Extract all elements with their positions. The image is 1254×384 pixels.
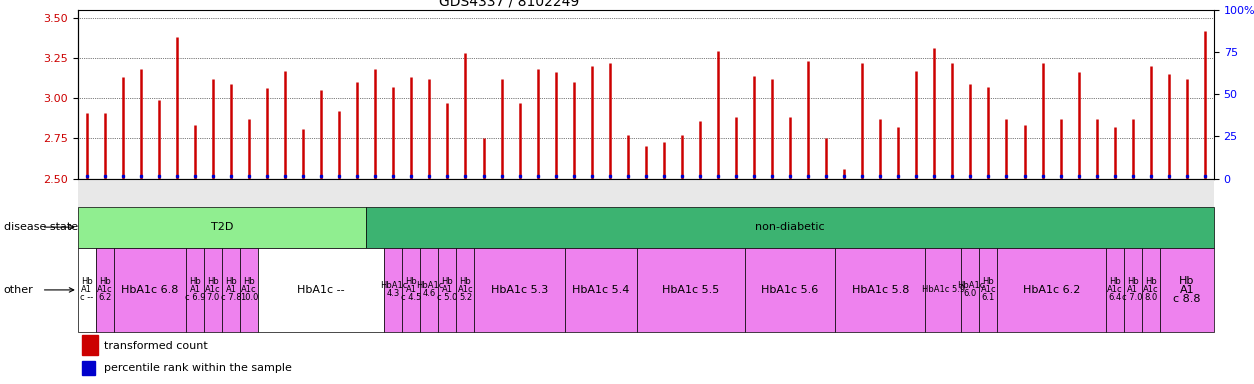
Bar <box>403 248 420 332</box>
Bar <box>456 248 474 332</box>
Text: Hb
A1c
5.2: Hb A1c 5.2 <box>458 278 473 302</box>
Text: HbA1c 5.5: HbA1c 5.5 <box>662 285 720 295</box>
Text: Hb
A1c
6.2: Hb A1c 6.2 <box>97 278 113 302</box>
Bar <box>997 248 1106 332</box>
Text: HbA1c 5.9: HbA1c 5.9 <box>922 285 964 295</box>
Bar <box>82 361 95 375</box>
Text: HbA1c 5.6: HbA1c 5.6 <box>761 285 819 295</box>
Bar <box>474 248 564 332</box>
Bar <box>114 248 186 332</box>
Bar <box>78 207 366 248</box>
Bar <box>420 248 439 332</box>
Text: HbA1c 6.2: HbA1c 6.2 <box>1023 285 1080 295</box>
Text: Hb
A1
c --: Hb A1 c -- <box>80 278 93 302</box>
Text: Hb
A1
c 8.8: Hb A1 c 8.8 <box>1172 276 1200 304</box>
Text: HbA1c
4.3: HbA1c 4.3 <box>380 281 408 298</box>
Text: HbA1c
6.0: HbA1c 6.0 <box>957 281 984 298</box>
Text: HbA1c
4.6: HbA1c 4.6 <box>416 281 443 298</box>
Bar <box>186 248 204 332</box>
Text: Hb
A1
c 5.0: Hb A1 c 5.0 <box>438 278 458 302</box>
Text: transformed count: transformed count <box>104 341 208 351</box>
Text: Hb
A1c
7.0: Hb A1c 7.0 <box>206 278 221 302</box>
Bar <box>78 179 1214 214</box>
Text: Hb
A1
c 4.5: Hb A1 c 4.5 <box>401 278 421 302</box>
Text: Hb
A1c
6.4: Hb A1c 6.4 <box>1107 278 1122 302</box>
Bar <box>1141 248 1160 332</box>
Bar <box>222 248 240 332</box>
Text: T2D: T2D <box>211 222 233 232</box>
Text: disease state: disease state <box>4 222 78 232</box>
Text: Hb
A1
c 7.8: Hb A1 c 7.8 <box>221 278 241 302</box>
Bar <box>384 248 403 332</box>
Bar <box>1106 248 1124 332</box>
Bar <box>1124 248 1141 332</box>
Bar <box>925 248 962 332</box>
Title: GDS4337 / 8102249: GDS4337 / 8102249 <box>439 0 579 8</box>
Text: Hb
A1c
6.1: Hb A1c 6.1 <box>981 278 996 302</box>
Text: HbA1c 5.8: HbA1c 5.8 <box>851 285 909 295</box>
Bar <box>78 248 95 332</box>
Bar <box>258 248 384 332</box>
Bar <box>204 248 222 332</box>
Bar <box>979 248 997 332</box>
Text: Hb
A1
c 6.9: Hb A1 c 6.9 <box>184 278 206 302</box>
Bar <box>835 248 925 332</box>
Bar <box>240 248 258 332</box>
Bar <box>1160 248 1214 332</box>
Bar <box>637 248 745 332</box>
Bar <box>366 207 1214 248</box>
Text: non-diabetic: non-diabetic <box>755 222 825 232</box>
Bar <box>82 335 98 355</box>
Text: Hb
A1c
8.0: Hb A1c 8.0 <box>1142 278 1159 302</box>
Bar <box>95 248 114 332</box>
Text: other: other <box>4 285 34 295</box>
Bar <box>962 248 979 332</box>
Text: Hb
A1c
10.0: Hb A1c 10.0 <box>240 278 258 302</box>
Text: HbA1c 5.3: HbA1c 5.3 <box>492 285 548 295</box>
Text: Hb
A1
c 7.0: Hb A1 c 7.0 <box>1122 278 1142 302</box>
Text: HbA1c 5.4: HbA1c 5.4 <box>572 285 630 295</box>
Text: HbA1c --: HbA1c -- <box>297 285 345 295</box>
Text: HbA1c 6.8: HbA1c 6.8 <box>122 285 178 295</box>
Bar <box>564 248 637 332</box>
Bar <box>439 248 456 332</box>
Text: percentile rank within the sample: percentile rank within the sample <box>104 363 292 374</box>
Bar <box>745 248 835 332</box>
